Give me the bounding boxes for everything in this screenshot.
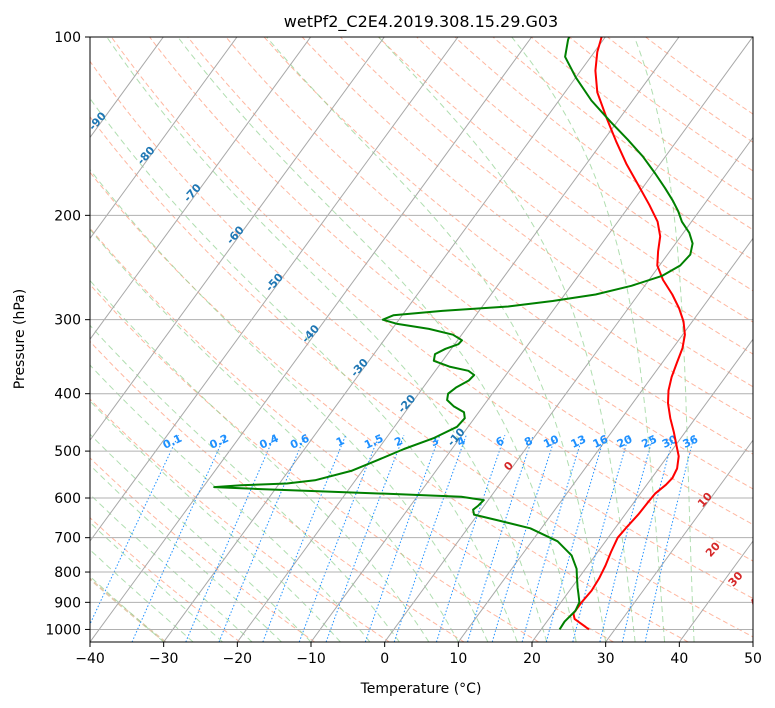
moist-adiabat (90, 400, 341, 642)
moist-adiabat (106, 37, 548, 642)
dry-adiabat (90, 517, 241, 642)
isotherm (605, 439, 753, 642)
isotherm (457, 237, 753, 642)
axes: −40 −30 −20 −10 0 10 20 30 40 50 100 200 300 400 500 60… (45, 30, 762, 667)
y-tick-label: 200 (54, 208, 81, 224)
mixing-ratio-line (572, 435, 630, 642)
moist-adiabat (90, 521, 223, 642)
chart-title: wetPf2_C2E4.2019.308.15.29.G03 (284, 12, 558, 32)
moist-adiabat (90, 97, 518, 642)
mixing-ratio-line (393, 435, 467, 642)
dewpoint-profile (213, 37, 694, 630)
moist-adiabat (177, 37, 577, 642)
y-tick-label: 900 (54, 595, 81, 611)
mixing-ratio-line (364, 435, 441, 642)
mixing-ratio-label: 20 (615, 432, 635, 450)
mixing-ratio-line (325, 435, 405, 642)
y-tick-label: 700 (54, 531, 81, 547)
dry-adiabat (90, 340, 465, 642)
x-tick-label: 20 (523, 651, 541, 667)
x-tick-label: 50 (744, 651, 762, 667)
dry-adiabat (90, 577, 166, 642)
y-tick-label: 500 (54, 444, 81, 460)
y-tick-label: 400 (54, 387, 81, 403)
isotherm (163, 37, 606, 642)
moist-adiabat (90, 324, 400, 642)
dry-adiabat (90, 60, 753, 600)
mixing-ratio-line (521, 435, 584, 642)
plot-frame (89, 36, 754, 643)
y-tick-label: 300 (54, 313, 81, 329)
isotherm (236, 37, 680, 642)
moist-adiabat (511, 37, 666, 642)
mixing-ratio-label: 13 (569, 433, 588, 451)
isotherm (90, 37, 238, 240)
moist-adiabat (90, 549, 194, 642)
sounding-profiles (213, 37, 694, 631)
dry-adiabat (340, 37, 753, 355)
mixing-ratio-label: 16 (591, 432, 611, 450)
mixing-ratio-label: 36 (681, 432, 701, 450)
dry-adiabat (301, 37, 753, 388)
moist-adiabat (90, 493, 253, 642)
dry-adiabat (187, 37, 753, 490)
mixing-ratio-line (644, 435, 695, 642)
mixing-ratio-line (621, 435, 675, 642)
y-axis-label: Pressure (hPa) (12, 289, 28, 389)
isotherm (310, 37, 753, 642)
y-tick-label: 1000 (45, 622, 81, 638)
moist-adiabat (90, 364, 371, 642)
plot-background (90, 37, 753, 642)
isotherm (752, 641, 753, 642)
dry-adiabat (225, 37, 753, 455)
x-axis-label: Temperature (°C) (360, 681, 482, 697)
y-tick-label: 600 (54, 491, 81, 507)
dry-adiabat (90, 457, 315, 642)
x-tick-label: 10 (449, 651, 467, 667)
dry-adiabat-label: -100 (36, 71, 64, 100)
x-tick-label: 0 (380, 651, 389, 667)
pressure-gridlines (90, 37, 753, 630)
dry-adiabat (90, 398, 390, 642)
moist-adiabat (378, 37, 636, 642)
dry-adiabat (110, 37, 753, 562)
x-tick-label: −30 (149, 651, 179, 667)
mixing-ratio-line (467, 435, 534, 642)
isotherm (90, 37, 385, 442)
moist-adiabat (90, 228, 459, 642)
isotherm (90, 37, 312, 341)
x-tick-label: 40 (670, 651, 688, 667)
mixing-ratio-line (545, 435, 606, 642)
moist-adiabat (633, 37, 695, 642)
moist-adiabat (266, 37, 607, 642)
x-tick-label: 30 (597, 651, 615, 667)
isotherm (90, 37, 533, 642)
moist-adiabat (90, 168, 489, 642)
mixing-ratio-line (185, 434, 276, 642)
moist-adiabat (90, 279, 430, 642)
x-tick-label: −20 (223, 651, 253, 667)
moist-adiabat (90, 575, 165, 642)
dry-adiabat (90, 283, 540, 642)
mixing-ratio-label: 10 (541, 432, 561, 450)
y-tick-label: 800 (54, 565, 81, 581)
mixing-ratio-label: 25 (640, 433, 659, 451)
mixing-ratio-line (131, 434, 226, 642)
dry-adiabat (90, 227, 614, 642)
isotherm (90, 37, 459, 542)
moist-adiabat-label: 40 (747, 590, 767, 610)
dry-adiabat (149, 37, 753, 526)
mixing-ratio-line (298, 435, 380, 642)
mixing-ratio-line (90, 434, 179, 626)
temperature-profile (572, 37, 686, 631)
x-tick-label: −10 (296, 651, 326, 667)
x-tick-label: −40 (75, 651, 105, 667)
mixing-ratio-line (599, 435, 654, 642)
mixing-ratio-line (491, 435, 557, 642)
y-tick-label: 100 (54, 30, 81, 46)
